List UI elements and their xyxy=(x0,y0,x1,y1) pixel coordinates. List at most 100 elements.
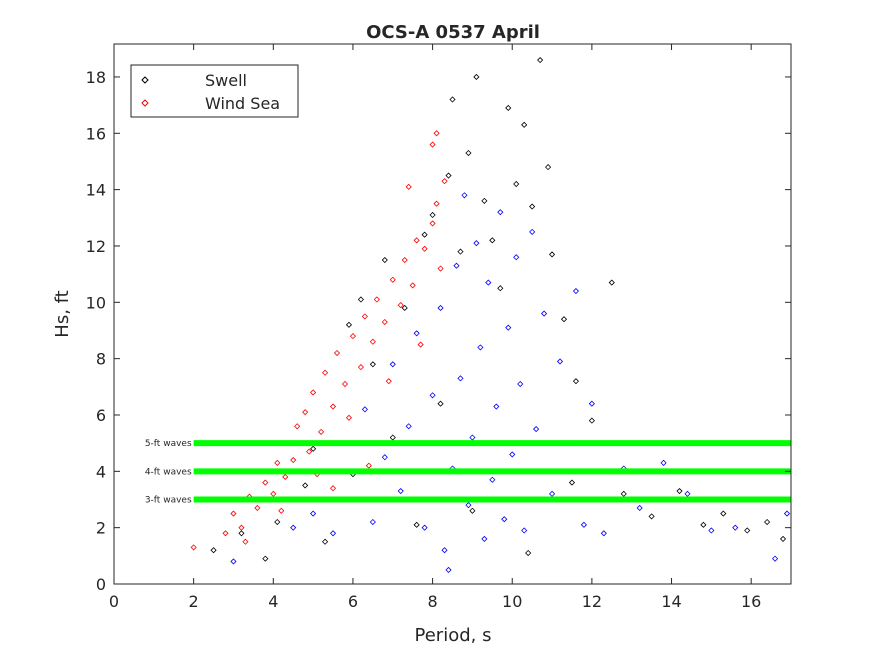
data-point-unlabeled xyxy=(477,344,484,351)
x-tick-label: 8 xyxy=(427,592,437,611)
data-point-unlabeled xyxy=(509,451,516,458)
data-point-wind-sea xyxy=(397,302,404,309)
data-point-unlabeled xyxy=(465,502,472,509)
x-tick-label: 4 xyxy=(268,592,278,611)
data-point-unlabeled xyxy=(381,454,388,461)
data-point-swell xyxy=(545,164,552,171)
data-point-wind-sea xyxy=(230,510,237,517)
y-tick-label: 8 xyxy=(96,350,106,369)
y-tick-label: 18 xyxy=(86,68,106,87)
data-point-wind-sea xyxy=(278,507,285,514)
y-tick-label: 2 xyxy=(96,519,106,538)
legend-wind-sea-label: Wind Sea xyxy=(205,94,280,113)
data-point-wind-sea xyxy=(318,428,325,435)
legend-box xyxy=(130,64,299,118)
data-point-unlabeled xyxy=(329,530,337,537)
data-point-wind-sea xyxy=(341,380,349,388)
data-point-wind-sea xyxy=(429,220,436,227)
data-point-wind-sea xyxy=(401,256,408,264)
data-point-wind-sea xyxy=(365,462,372,469)
reference-lines: 5-ft waves 4-ft waves 3-ft waves xyxy=(145,439,791,505)
data-point-wind-sea xyxy=(413,237,420,244)
data-point-wind-sea xyxy=(310,389,317,396)
data-point-unlabeled xyxy=(389,361,396,368)
data-point-unlabeled xyxy=(453,262,460,269)
data-point-wind-sea xyxy=(329,485,337,492)
data-point-unlabeled xyxy=(533,426,540,433)
data-point-unlabeled xyxy=(473,240,480,247)
y-tick-label: 4 xyxy=(96,462,106,481)
data-point-swell xyxy=(357,296,364,303)
data-point-wind-sea xyxy=(242,538,249,545)
data-point-swell xyxy=(421,231,428,238)
data-point-unlabeled xyxy=(521,527,528,534)
data-point-swell xyxy=(469,507,476,514)
axis-ticks: 0 2 4 6 8 10 12 14 16 0 2 4 6 8 10 12 14 16 18 xyxy=(86,44,791,611)
data-point-swell xyxy=(676,487,683,495)
data-point-wind-sea xyxy=(361,313,368,320)
data-point-unlabeled xyxy=(732,524,739,531)
data-point-swell xyxy=(457,248,464,255)
data-point-swell xyxy=(489,237,496,244)
data-point-wind-sea xyxy=(345,414,353,421)
data-point-swell xyxy=(381,256,388,264)
legend-swell-label: Swell xyxy=(205,71,247,90)
data-point-unlabeled xyxy=(636,504,643,512)
data-point-unlabeled xyxy=(783,510,791,517)
y-tick-label: 16 xyxy=(86,124,106,143)
data-point-unlabeled xyxy=(572,287,580,295)
data-point-wind-sea xyxy=(405,183,412,190)
data-point-swell xyxy=(401,304,408,312)
data-point-swell xyxy=(310,445,317,452)
data-point-wind-sea xyxy=(306,448,313,455)
data-point-unlabeled xyxy=(513,254,520,261)
scatter-points xyxy=(190,56,791,573)
x-tick-label: 12 xyxy=(582,592,602,611)
plot-area-border xyxy=(113,43,792,585)
data-point-unlabeled xyxy=(505,324,512,331)
data-point-wind-sea xyxy=(329,403,337,410)
data-point-unlabeled xyxy=(548,490,556,497)
data-point-swell xyxy=(764,518,771,526)
data-point-unlabeled xyxy=(556,358,564,365)
data-point-wind-sea xyxy=(190,544,197,551)
data-point-unlabeled xyxy=(497,209,504,216)
data-point-swell xyxy=(505,104,512,112)
data-point-wind-sea xyxy=(441,178,448,185)
x-tick-label: 14 xyxy=(661,592,681,611)
data-point-swell xyxy=(473,73,480,81)
x-tick-label: 2 xyxy=(189,592,199,611)
data-point-wind-sea xyxy=(274,459,281,466)
data-point-unlabeled xyxy=(437,304,444,312)
data-point-unlabeled xyxy=(529,228,536,235)
data-point-swell xyxy=(274,518,281,526)
y-axis-label: Hs, ft xyxy=(52,290,73,337)
data-point-wind-sea xyxy=(417,341,424,348)
data-point-swell xyxy=(238,530,245,537)
y-tick-label: 6 xyxy=(96,406,106,425)
data-point-unlabeled xyxy=(310,510,317,517)
data-point-swell xyxy=(262,555,269,562)
data-point-wind-sea xyxy=(290,456,297,464)
data-point-unlabeled xyxy=(485,279,492,286)
data-point-swell xyxy=(608,279,615,286)
data-point-swell xyxy=(537,56,544,64)
data-point-unlabeled xyxy=(469,434,476,441)
data-point-swell xyxy=(210,547,217,554)
data-point-wind-sea xyxy=(357,364,364,371)
data-point-swell xyxy=(525,549,532,557)
reference-line-label: 3-ft waves xyxy=(145,495,192,505)
data-point-unlabeled xyxy=(600,530,607,537)
data-point-swell xyxy=(389,434,396,441)
data-point-wind-sea xyxy=(385,378,392,385)
data-point-unlabeled xyxy=(580,521,587,528)
y-tick-label: 10 xyxy=(86,293,106,312)
data-point-unlabeled xyxy=(660,459,667,466)
data-point-swell xyxy=(529,203,536,210)
data-point-swell xyxy=(700,521,707,528)
data-point-unlabeled xyxy=(405,423,412,430)
data-point-swell xyxy=(449,96,456,103)
data-point-swell xyxy=(497,285,504,292)
data-point-unlabeled xyxy=(397,487,404,495)
